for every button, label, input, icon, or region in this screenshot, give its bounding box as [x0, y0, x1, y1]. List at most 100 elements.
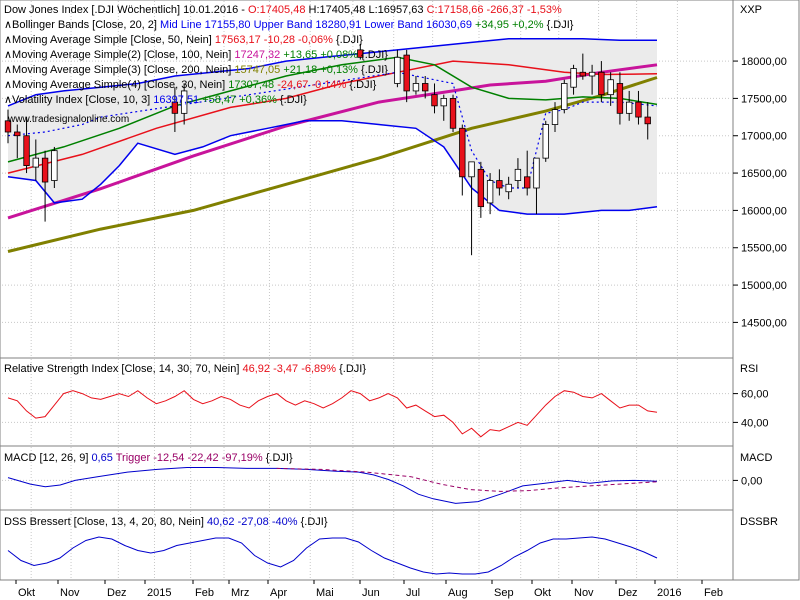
x-tick-label: Aug: [448, 587, 468, 599]
candle-body: [616, 83, 624, 114]
indicator-legend-row: ∧Moving Average Simple [Close, 50, Nein]…: [4, 34, 363, 46]
indicator-value: 15747,05: [234, 64, 283, 76]
series-bollinger-bands-upper: [7, 37, 657, 107]
candle-body: [570, 68, 577, 88]
x-tick-label: Apr: [270, 587, 287, 599]
indicator-name: ∧Volatility Index [Close, 10, 3]: [4, 94, 153, 106]
x-tick-label: Feb: [195, 587, 214, 599]
x-tick-label: Okt: [18, 587, 35, 599]
indicator-name: ∧Moving Average Simple(3) [Close, 200, N…: [4, 64, 234, 76]
x-tick-label: Jul: [406, 587, 420, 599]
indicator-legend-row: ∧Moving Average Simple(3) [Close, 200, N…: [4, 64, 388, 76]
series-bollinger-bands-lower: [7, 120, 658, 215]
indicator-legend-row: ∧Moving Average Simple(4) [Close, 30, Ne…: [4, 79, 377, 91]
candle-body: [459, 127, 466, 178]
dss-panel-frame: [0, 509, 734, 581]
candle-body: [32, 157, 39, 168]
indicator-change: +34,95 +0,2%: [475, 19, 547, 31]
indicator-suffix: {.DJI}: [547, 19, 574, 31]
series-moving-average-simple-3-close-200-nein-: [7, 76, 658, 253]
axis-labels: 18000,00 17500,00 17000,00 16500,00 16000,00…: [15, 56, 787, 599]
price-tick-label: 16000,00: [741, 205, 787, 217]
indicator-name: ∧Moving Average Simple(2) [Close, 100, N…: [4, 49, 234, 61]
candle-body: [598, 71, 605, 96]
candle-body: [51, 150, 58, 181]
price-tick-label: 16500,00: [741, 168, 787, 180]
candle-body: [431, 94, 438, 107]
candle-body: [171, 101, 179, 114]
macd-panel-label: MACD: [740, 452, 772, 464]
macd-header: MACD [12, 26, 9] 0,65 Trigger -12,54 -22…: [4, 452, 293, 464]
candle-body: [468, 161, 475, 178]
indicator-suffix: {.DJI}: [349, 79, 376, 91]
candle-body: [588, 71, 596, 77]
macd-tick-label: 0,00: [741, 475, 762, 487]
indicator-legend-row: ∧Volatility Index [Close, 10, 3] 16397,5…: [4, 94, 307, 106]
rsi-change: -3,47 -6,89%: [273, 363, 336, 375]
right-axis-frame: [732, 0, 800, 581]
candle-body: [607, 79, 614, 96]
indicator-change: -10,28 -0,06%: [264, 34, 336, 46]
price-tick-label: 15000,00: [741, 280, 787, 292]
indicator-change: +21,18 +0,13%: [283, 64, 361, 76]
dss-value: 40,62: [207, 516, 235, 528]
candle-body: [524, 176, 531, 189]
indicator-suffix: {.DJI}: [280, 94, 307, 106]
candle-body: [412, 83, 420, 92]
macd-series-trigger: [276, 467, 658, 492]
x-tick-label: Jun: [362, 587, 380, 599]
indicator-legend-row: ∧Moving Average Simple(2) [Close, 100, N…: [4, 49, 388, 61]
candle-body: [644, 116, 651, 125]
macd-name: MACD [12, 26, 9]: [4, 452, 88, 464]
x-tick-label: Mai: [316, 587, 334, 599]
title-text: Dow Jones Index [.DJI Wöchentlich] 10.01…: [4, 4, 245, 16]
rsi-suffix: {.DJI}: [339, 363, 366, 375]
candle-body: [533, 157, 540, 189]
x-tick-label: Sep: [494, 587, 514, 599]
dss-suffix: {.DJI}: [301, 516, 328, 528]
candle-body: [440, 98, 447, 107]
bollinger-fill: [8, 38, 657, 215]
indicator-suffix: {.DJI}: [361, 49, 388, 61]
indicator-value: 16397,51: [153, 94, 202, 106]
indicator-name: ∧Moving Average Simple [Close, 50, Nein]: [4, 34, 215, 46]
indicator-suffix: {.DJI}: [336, 34, 363, 46]
dss-series-dss-bressert: [7, 536, 658, 575]
candle-body: [477, 168, 485, 208]
ohlc-high-low: H:17405,48 L:16957,63: [309, 4, 424, 16]
price-tick-label: 15500,00: [741, 243, 787, 255]
indicator-change: +58,47 +0,36%: [202, 94, 280, 106]
rsi-header: Relative Strength Index [Close, 14, 30, …: [4, 363, 366, 375]
candle-body: [514, 168, 522, 181]
chart-title: Dow Jones Index [.DJI Wöchentlich] 10.01…: [4, 4, 562, 16]
dss-header: DSS Bressert [Close, 13, 4, 20, 80, Nein…: [4, 516, 328, 528]
macd-suffix: {.DJI}: [266, 452, 293, 464]
indicator-name: ∧Bollinger Bands [Close, 20, 2]: [4, 19, 160, 31]
rsi-tick-label: 60,00: [741, 389, 769, 401]
macd-panel-frame: [0, 445, 734, 511]
dss-change: -27,08 -40%: [238, 516, 298, 528]
currency-label: XXP: [740, 4, 762, 16]
candle-body: [41, 157, 49, 183]
rsi-panel-frame: [0, 357, 734, 447]
rsi-series-rsi: [7, 390, 658, 438]
candle-body: [403, 54, 410, 92]
x-tick-label: Dez: [618, 587, 638, 599]
candle-body: [449, 98, 457, 129]
candle-body: [626, 101, 633, 114]
indicator-value: 17563,17: [215, 34, 264, 46]
x-tick-label: Okt: [534, 587, 551, 599]
ohlc-close: C:17158,66 -266,37 -1,53%: [427, 4, 562, 16]
candle-body: [505, 183, 512, 193]
x-tick-label: Mrz: [231, 587, 249, 599]
dss-name: DSS Bressert [Close, 13, 4, 20, 80, Nein…: [4, 516, 204, 528]
candle-body: [422, 83, 429, 92]
x-tick-label: Nov: [574, 587, 594, 599]
rsi-name: Relative Strength Index [Close, 14, 30, …: [4, 363, 239, 375]
candle-body: [635, 101, 642, 118]
candle-body: [23, 135, 30, 167]
macd-series-macd: [7, 467, 658, 504]
macd-trigger-label: Trigger: [116, 452, 151, 464]
x-tick-label: 2015: [147, 587, 171, 599]
candle-body: [4, 120, 12, 133]
